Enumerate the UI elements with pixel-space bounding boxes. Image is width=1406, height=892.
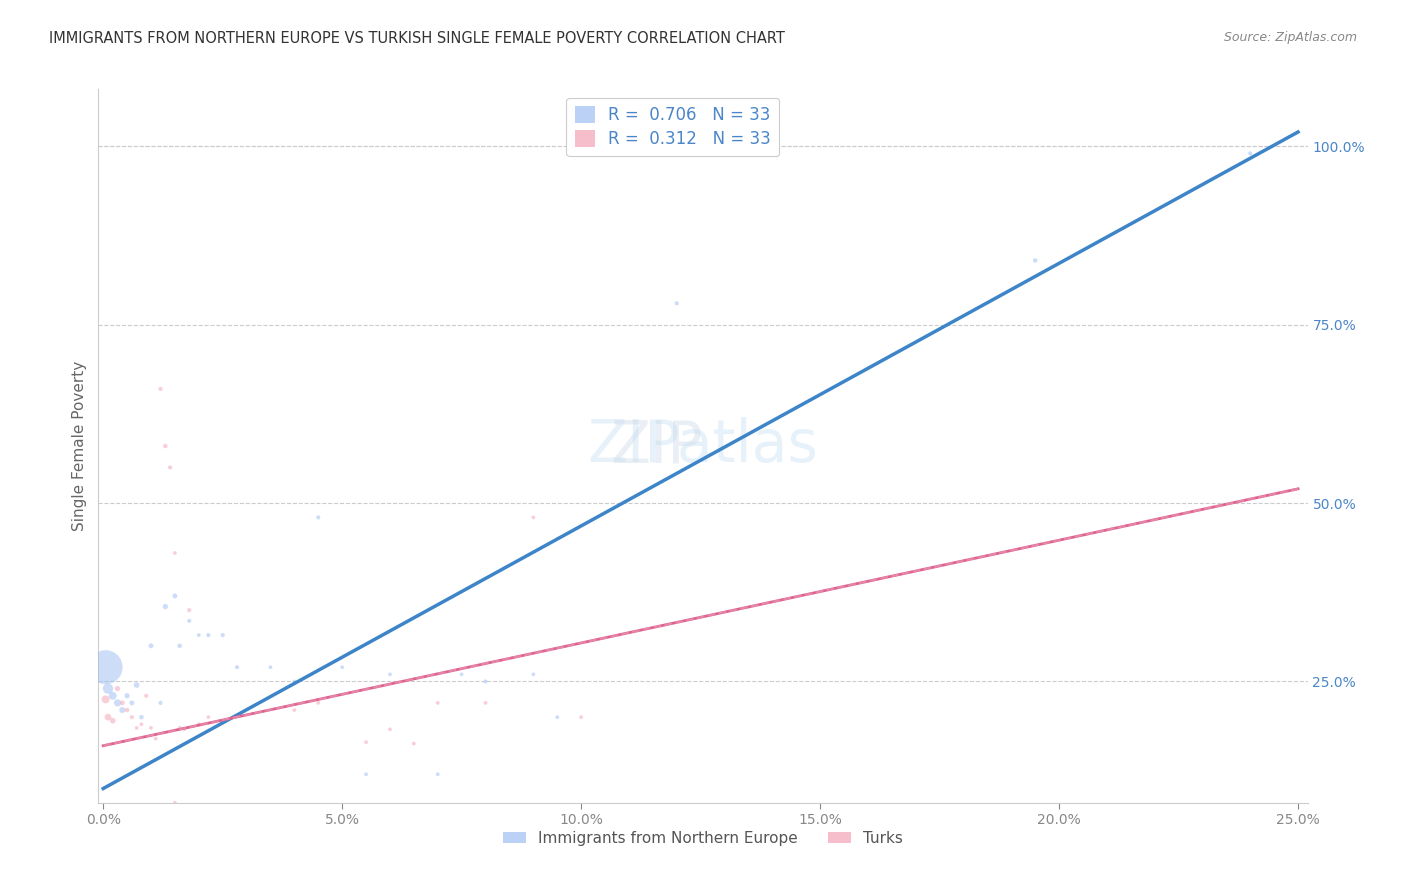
- Point: [135, 689, 157, 703]
- Point: [665, 296, 688, 310]
- Point: [187, 717, 209, 731]
- Point: [125, 678, 148, 692]
- Point: [169, 639, 191, 653]
- Point: [283, 674, 305, 689]
- Point: [159, 460, 181, 475]
- Point: [111, 703, 134, 717]
- Point: [426, 696, 449, 710]
- Point: [163, 546, 186, 560]
- Point: [307, 510, 329, 524]
- Point: [474, 674, 496, 689]
- Point: [197, 628, 219, 642]
- Point: [145, 731, 167, 746]
- Point: [259, 660, 281, 674]
- Point: [426, 767, 449, 781]
- Point: [378, 723, 401, 737]
- Point: [179, 614, 201, 628]
- Point: [402, 737, 425, 751]
- Point: [155, 599, 177, 614]
- Point: [131, 717, 153, 731]
- Point: [169, 721, 191, 735]
- Point: [107, 681, 129, 696]
- Point: [474, 696, 496, 710]
- Point: [149, 696, 172, 710]
- Point: [226, 660, 249, 674]
- Point: [163, 589, 186, 603]
- Point: [125, 721, 148, 735]
- Text: ZIPatlas: ZIPatlas: [588, 417, 818, 475]
- Point: [131, 710, 153, 724]
- Point: [197, 710, 219, 724]
- Point: [107, 696, 129, 710]
- Point: [354, 735, 377, 749]
- Point: [121, 710, 143, 724]
- Point: [187, 628, 209, 642]
- Point: [235, 803, 257, 817]
- Point: [97, 681, 120, 696]
- Y-axis label: Single Female Poverty: Single Female Poverty: [72, 361, 87, 531]
- Text: Source: ZipAtlas.com: Source: ZipAtlas.com: [1223, 31, 1357, 45]
- Point: [546, 710, 568, 724]
- Point: [330, 660, 353, 674]
- Point: [149, 382, 172, 396]
- Point: [211, 628, 233, 642]
- Point: [94, 692, 117, 706]
- Point: [163, 796, 186, 810]
- Point: [121, 696, 143, 710]
- Point: [179, 603, 201, 617]
- Point: [569, 710, 592, 724]
- Point: [115, 703, 138, 717]
- Point: [1239, 146, 1261, 161]
- Point: [139, 639, 162, 653]
- Point: [115, 689, 138, 703]
- Point: [101, 689, 124, 703]
- Text: ZIP: ZIP: [610, 417, 703, 475]
- Point: [139, 721, 162, 735]
- Point: [378, 667, 401, 681]
- Point: [97, 710, 120, 724]
- Point: [94, 660, 117, 674]
- Point: [173, 723, 195, 737]
- Point: [111, 696, 134, 710]
- Point: [307, 696, 329, 710]
- Point: [101, 714, 124, 728]
- Point: [354, 767, 377, 781]
- Point: [259, 803, 281, 817]
- Point: [522, 510, 544, 524]
- Point: [155, 439, 177, 453]
- Point: [450, 667, 472, 681]
- Point: [283, 703, 305, 717]
- Legend: Immigrants from Northern Europe, Turks: Immigrants from Northern Europe, Turks: [496, 825, 910, 852]
- Text: IMMIGRANTS FROM NORTHERN EUROPE VS TURKISH SINGLE FEMALE POVERTY CORRELATION CHA: IMMIGRANTS FROM NORTHERN EUROPE VS TURKI…: [49, 31, 785, 46]
- Point: [522, 667, 544, 681]
- Point: [1024, 253, 1046, 268]
